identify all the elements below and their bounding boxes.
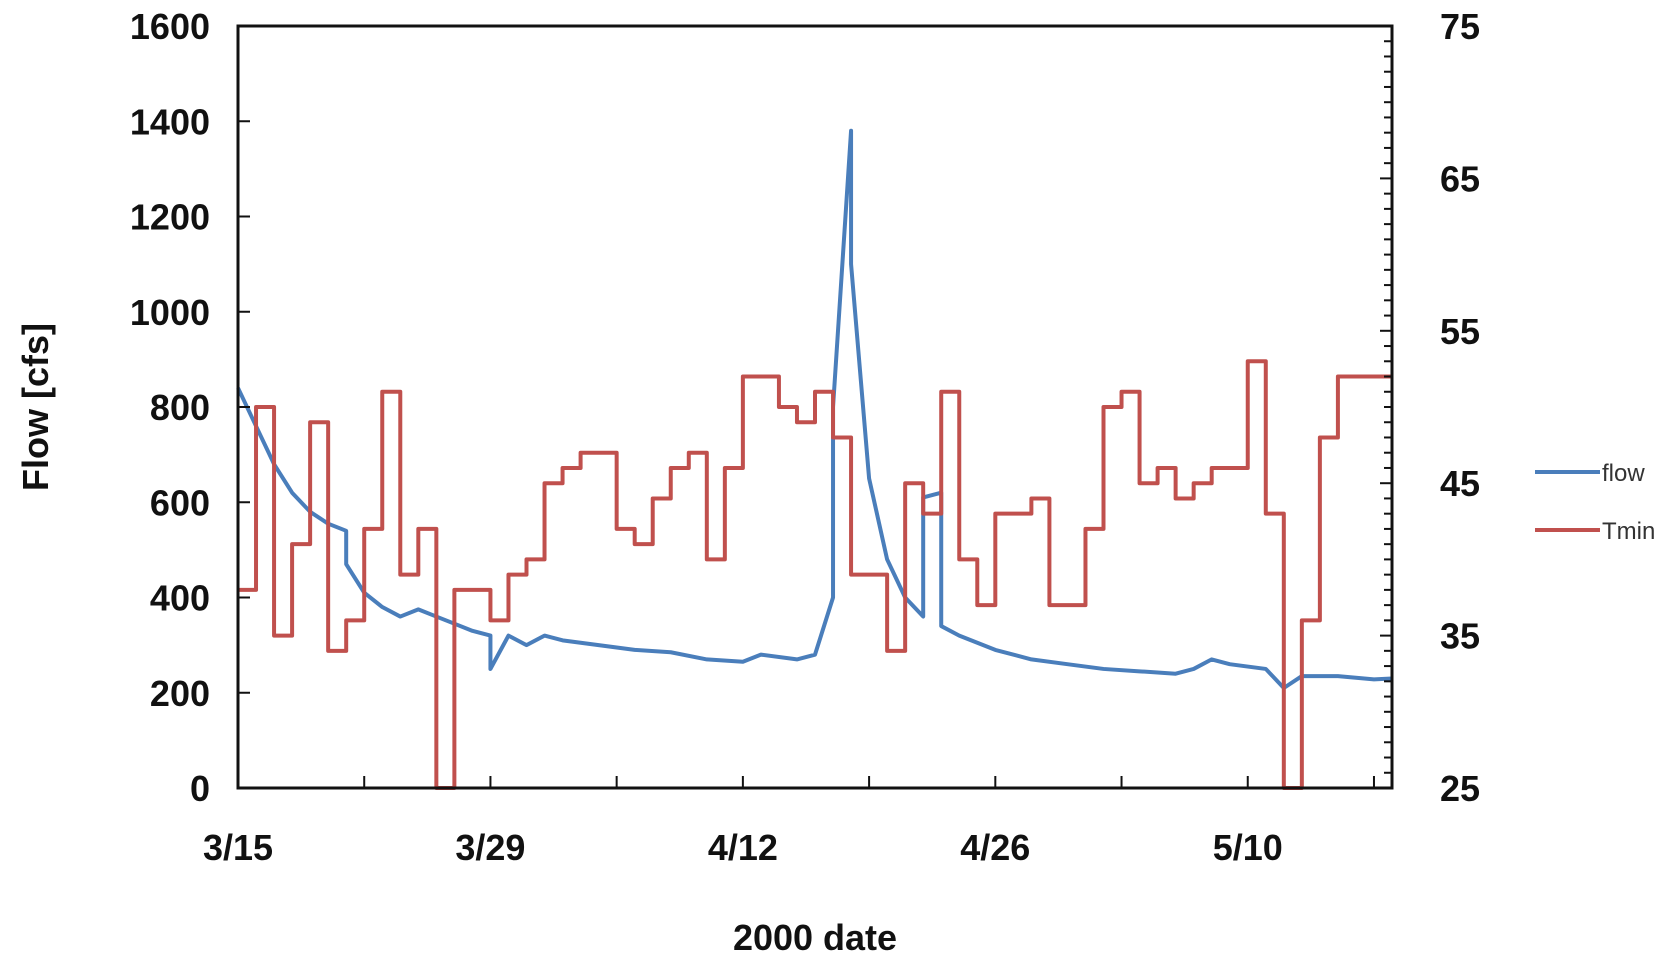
y-tick-label: 600 xyxy=(150,482,210,523)
y-tick-label: 0 xyxy=(190,768,210,809)
y2-tick-label: 35 xyxy=(1440,616,1480,657)
legend: flow Tmin xyxy=(1535,460,1655,545)
y2-tick-label: 45 xyxy=(1440,463,1480,504)
y-tick-label: 1000 xyxy=(130,292,210,333)
x-tick-label: 5/10 xyxy=(1213,827,1283,868)
y-tick-label: 400 xyxy=(150,578,210,619)
x-tick-label: 3/15 xyxy=(203,827,273,868)
y2-tick-label: 75 xyxy=(1440,6,1480,47)
x-tick-label: 4/26 xyxy=(960,827,1030,868)
legend-label-tmin: Tmin xyxy=(1602,518,1655,545)
x-tick-label: 3/29 xyxy=(455,827,525,868)
axis-tick-labels: 0 200 400 600 800 1000 1200 1400 1600 25 35 45 55 65 7… xyxy=(130,6,1480,868)
y2-tick-label: 25 xyxy=(1440,768,1480,809)
axis-ticks xyxy=(237,25,1392,789)
y-tick-label: 1400 xyxy=(130,101,210,142)
y-axis-title: Flow [cfs] xyxy=(15,323,56,491)
series-line-flow xyxy=(236,128,1393,690)
x-axis-title: 2000 date xyxy=(733,917,897,958)
x-tick-label: 4/12 xyxy=(708,827,778,868)
y-tick-label: 200 xyxy=(150,673,210,714)
series-line-tmin xyxy=(238,359,1392,790)
y-tick-label: 800 xyxy=(150,387,210,428)
y2-tick-label: 55 xyxy=(1440,311,1480,352)
y-tick-label: 1200 xyxy=(130,197,210,238)
y-tick-label: 1600 xyxy=(130,6,210,47)
legend-label-flow: flow xyxy=(1602,460,1645,487)
plot-marks xyxy=(236,128,1393,790)
y2-tick-label: 65 xyxy=(1440,158,1480,199)
